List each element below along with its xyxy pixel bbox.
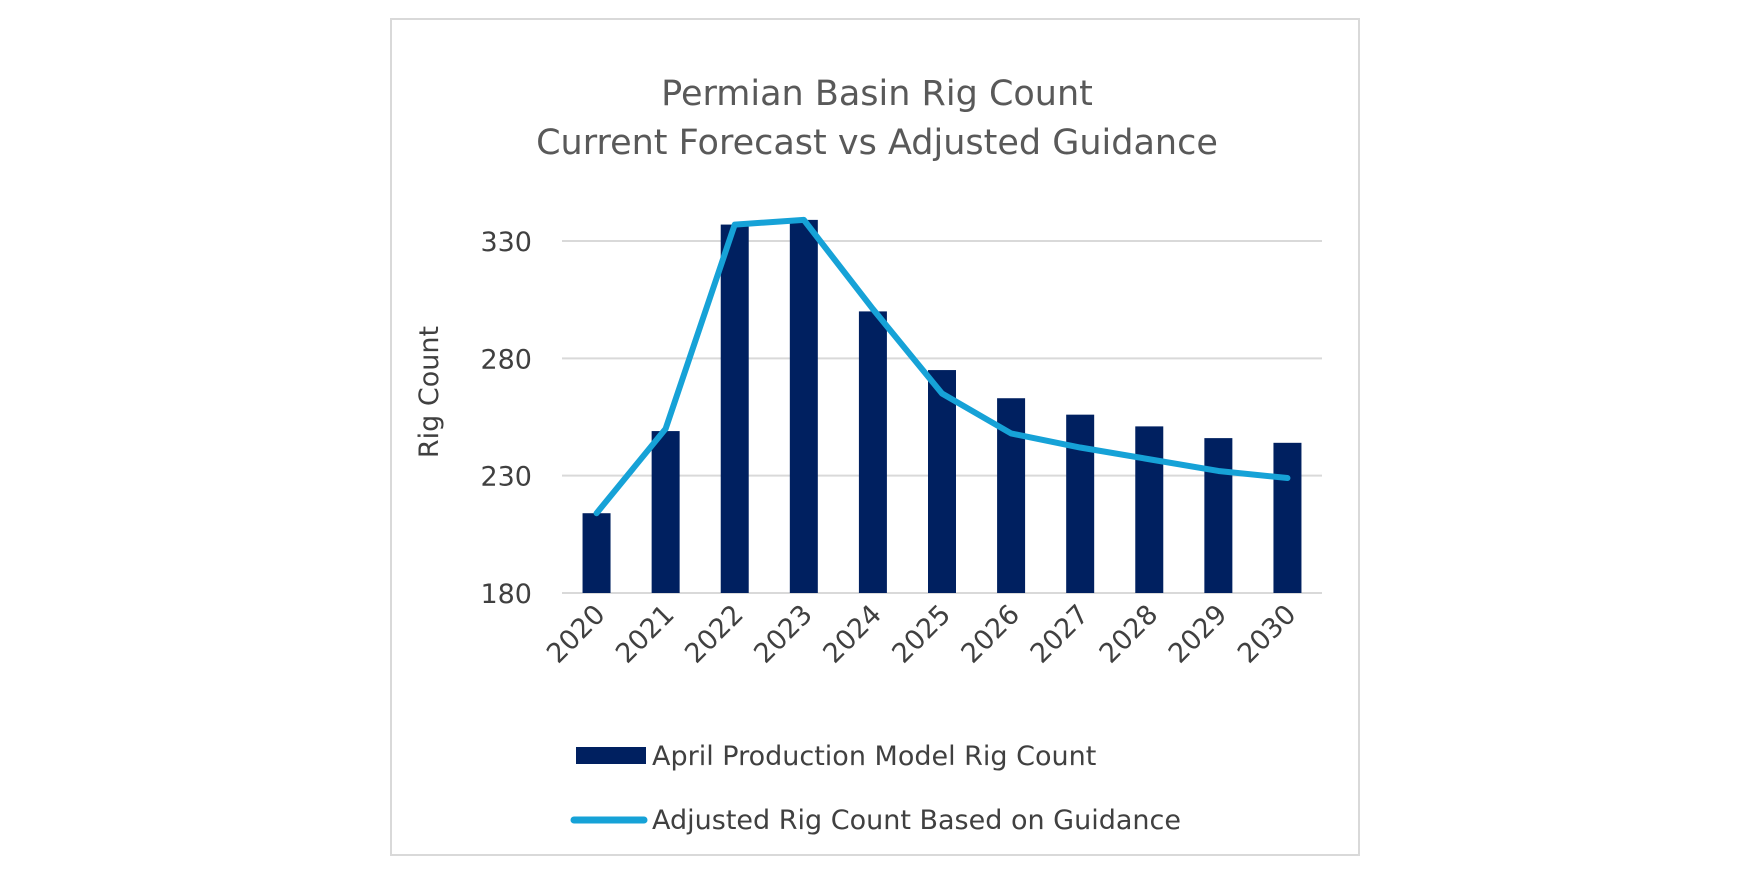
x-tick-label-2025: 2025	[886, 599, 957, 670]
line-point-2023	[803, 219, 805, 221]
bar-2030	[1273, 442, 1302, 593]
bar-2024	[858, 311, 887, 593]
legend-swatch-bar	[576, 747, 646, 764]
line-point-2027	[1079, 447, 1081, 449]
line-point-2029	[1217, 470, 1219, 472]
y-tick-label-180: 180	[480, 579, 532, 610]
bar-2025	[928, 370, 956, 593]
x-tick-label-2029: 2029	[1163, 599, 1234, 670]
x-tick-labels: 2020202120222023202420252026202720282029…	[541, 599, 1302, 670]
x-tick-label-2020: 2020	[541, 599, 612, 670]
line-point-2020	[596, 512, 598, 514]
bar-2028	[1135, 426, 1164, 593]
legend-label-bar: April Production Model Rig Count	[652, 741, 1096, 772]
x-tick-label-2027: 2027	[1025, 599, 1096, 670]
x-tick-label-2021: 2021	[610, 599, 681, 670]
chart-svg: Permian Basin Rig Count Current Forecast…	[414, 74, 1322, 836]
legend: April Production Model Rig Count Adjuste…	[570, 741, 1181, 836]
y-tick-label-330: 330	[480, 227, 532, 258]
line-point-2028	[1148, 458, 1150, 460]
line-point-2024	[872, 308, 874, 310]
bar-2022	[720, 224, 749, 593]
x-tick-label-2028: 2028	[1094, 599, 1165, 670]
x-tick-label-2030: 2030	[1232, 599, 1303, 670]
line-point-2030	[1286, 477, 1288, 479]
bar-2023	[789, 219, 818, 593]
y-tick-label-280: 280	[480, 344, 532, 375]
bar-series	[582, 219, 1302, 593]
x-tick-label-2026: 2026	[956, 599, 1027, 670]
chart-title-line-2: Current Forecast vs Adjusted Guidance	[536, 123, 1218, 163]
x-tick-label-2022: 2022	[679, 599, 750, 670]
legend-label-line: Adjusted Rig Count Based on Guidance	[652, 805, 1181, 836]
line-series	[593, 216, 1291, 517]
chart-frame: Permian Basin Rig Count Current Forecast…	[390, 18, 1360, 856]
y-tick-labels: 180 230 280 330	[480, 227, 532, 610]
line-point-2021	[665, 428, 667, 430]
y-tick-label-230: 230	[480, 462, 532, 493]
line-point-2025	[941, 393, 943, 395]
bar-2021	[651, 431, 680, 593]
chart-title-line-1: Permian Basin Rig Count	[661, 74, 1093, 114]
line-point-2026	[1010, 432, 1012, 434]
y-axis-label: Rig Count	[414, 326, 445, 458]
bar-2020	[582, 513, 611, 593]
line-point-2022	[734, 224, 736, 226]
bar-2029	[1204, 438, 1233, 593]
x-tick-label-2023: 2023	[748, 599, 819, 670]
bar-2027	[1066, 414, 1095, 593]
x-tick-label-2024: 2024	[817, 599, 888, 670]
